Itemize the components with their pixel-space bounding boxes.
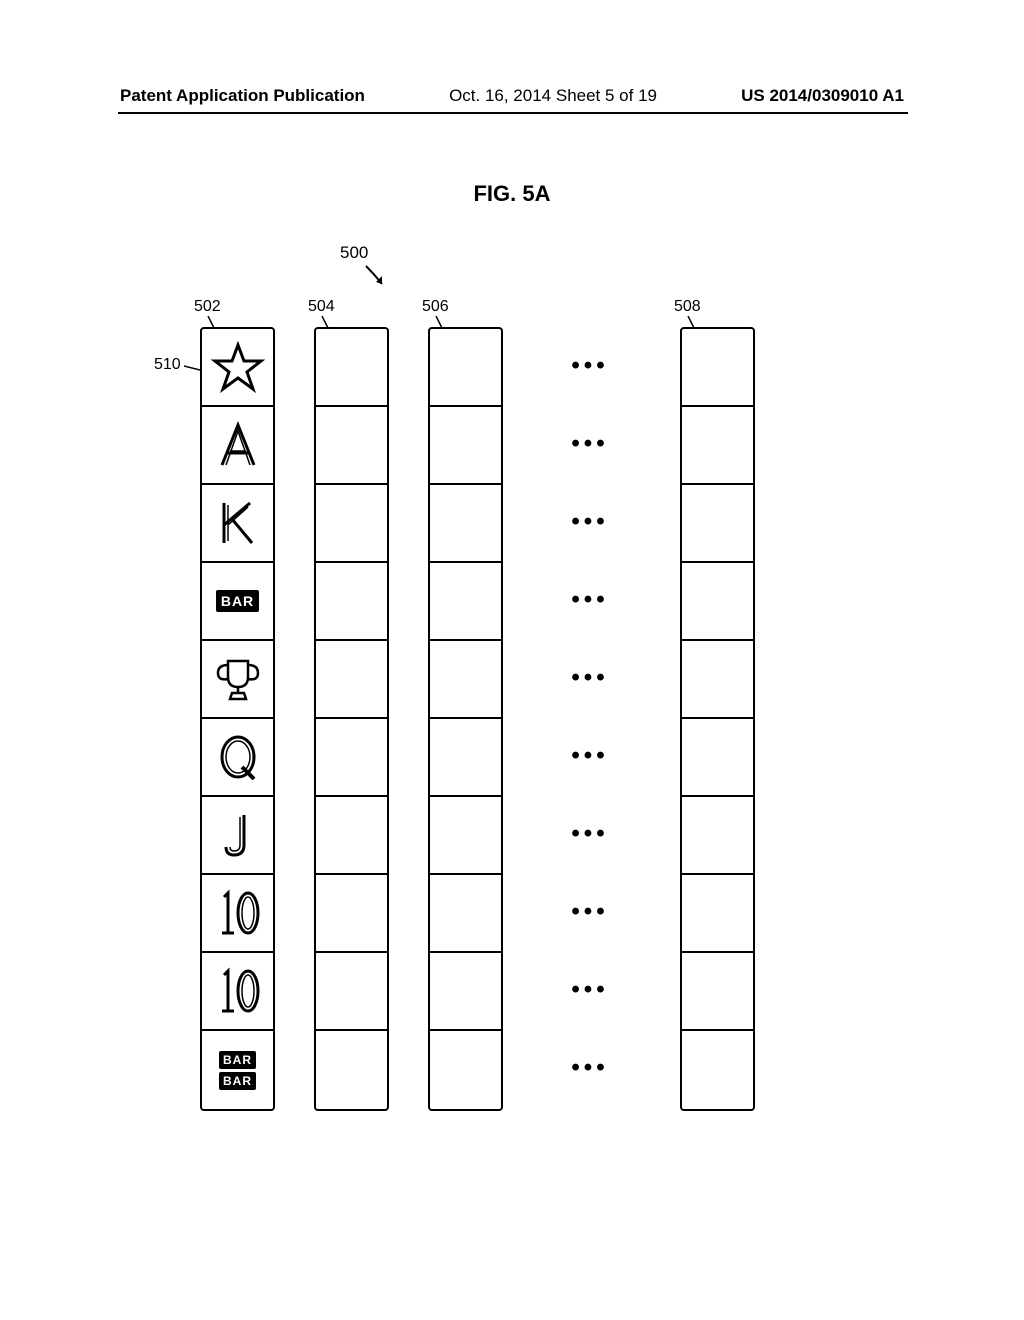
reel-cell: [202, 719, 273, 797]
reel-cell: [202, 875, 273, 953]
reel-506-label: 506: [422, 298, 449, 316]
letter-k-icon: [210, 495, 266, 551]
letter-j-icon: [210, 807, 266, 863]
trophy-icon: [210, 651, 266, 707]
reel-cell: [682, 953, 753, 1031]
ellipsis-column: ••• ••• ••• ••• ••• ••• ••• ••• ••• •••: [550, 327, 630, 1107]
header-left: Patent Application Publication: [120, 86, 365, 106]
reel-cell: BAR BAR: [202, 1031, 273, 1109]
reel-cell: [316, 953, 387, 1031]
tick-icon: [184, 364, 200, 372]
reel-cell: [682, 563, 753, 641]
reel-cell: [316, 485, 387, 563]
letter-a-icon: [210, 417, 266, 473]
reel-cell: [682, 719, 753, 797]
ellipsis-icon: •••: [550, 483, 630, 561]
reel-504: [314, 327, 389, 1111]
ellipsis-icon: •••: [550, 717, 630, 795]
reel-cell: [682, 797, 753, 875]
reel-508-label: 508: [674, 298, 701, 316]
reel-cell: [202, 953, 273, 1031]
ellipsis-icon: •••: [550, 639, 630, 717]
reel-cell: [202, 641, 273, 719]
reel-cell: [682, 1031, 753, 1109]
reel-cell: [316, 1031, 387, 1109]
reel-cell: [316, 407, 387, 485]
reel-cell: [316, 797, 387, 875]
reel-502-label: 502: [194, 298, 221, 316]
reel-cell: [202, 485, 273, 563]
star-icon: [210, 339, 266, 395]
reel-cell: [430, 1031, 501, 1109]
reel-cell: [316, 641, 387, 719]
ellipsis-icon: •••: [550, 561, 630, 639]
reel-cell: [682, 329, 753, 407]
reel-cell: [430, 875, 501, 953]
reel-cell: [430, 485, 501, 563]
ellipsis-icon: •••: [550, 873, 630, 951]
reel-cell: [430, 563, 501, 641]
ellipsis-icon: •••: [550, 795, 630, 873]
ellipsis-icon: •••: [550, 1029, 630, 1107]
reel-cell: [202, 329, 273, 407]
reel-cell: [430, 953, 501, 1031]
reel-cell: [682, 641, 753, 719]
reel-508: [680, 327, 755, 1111]
reel-cell: [316, 563, 387, 641]
arrow-icon: [362, 262, 392, 292]
reel-cell: [430, 719, 501, 797]
reel-cell: [682, 407, 753, 485]
header-right: US 2014/0309010 A1: [741, 86, 904, 106]
reel-cell: [430, 641, 501, 719]
page-header: Patent Application Publication Oct. 16, …: [0, 86, 1024, 106]
reel-cell: [430, 407, 501, 485]
letter-q-icon: [210, 729, 266, 785]
reel-cell: BAR: [202, 563, 273, 641]
reel-cell: [430, 329, 501, 407]
reel-cell: [430, 797, 501, 875]
reel-cell: [682, 875, 753, 953]
reel-510-label: 510: [154, 356, 181, 374]
ellipsis-icon: •••: [550, 327, 630, 405]
bar-symbol: BAR: [216, 590, 259, 612]
figure-title: FIG. 5A: [0, 181, 1024, 207]
reel-cell: [316, 875, 387, 953]
reel-506: [428, 327, 503, 1111]
header-mid: Oct. 16, 2014 Sheet 5 of 19: [449, 86, 657, 106]
number-10-icon: [210, 963, 266, 1019]
reel-cell: [682, 485, 753, 563]
reel-cell: [202, 407, 273, 485]
ref-500-label: 500: [340, 243, 368, 263]
reel-502: BAR: [200, 327, 275, 1111]
header-rule: [118, 112, 908, 114]
reel-504-label: 504: [308, 298, 335, 316]
ellipsis-icon: •••: [550, 405, 630, 483]
reel-cell: [316, 329, 387, 407]
reel-cell: [316, 719, 387, 797]
reel-cell: [202, 797, 273, 875]
double-bar-symbol: BAR BAR: [219, 1051, 256, 1090]
number-10-icon: [210, 885, 266, 941]
ellipsis-icon: •••: [550, 951, 630, 1029]
